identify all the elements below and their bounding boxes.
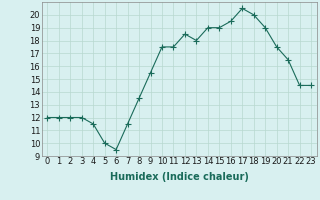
X-axis label: Humidex (Indice chaleur): Humidex (Indice chaleur) [110, 172, 249, 182]
